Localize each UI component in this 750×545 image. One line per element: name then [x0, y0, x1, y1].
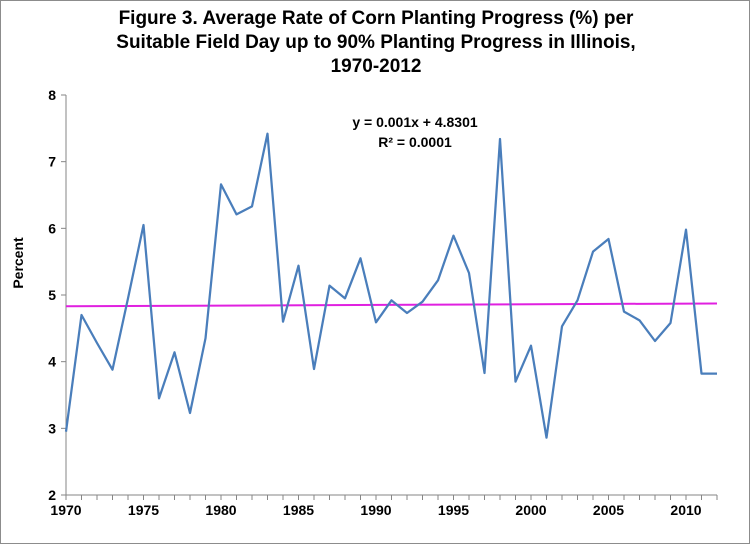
y-tick-label: 2 [48, 487, 56, 503]
chart-title-line-1: Figure 3. Average Rate of Corn Planting … [118, 8, 634, 29]
trendline-r-squared: R² = 0.0001 [378, 134, 452, 150]
x-tick-label: 1990 [360, 502, 391, 518]
y-tick-label: 8 [48, 87, 56, 103]
y-ticks: 2 3 4 5 6 7 8 [48, 87, 66, 503]
x-tick-label: 2010 [670, 502, 701, 518]
x-tick-label: 1970 [50, 502, 81, 518]
x-tick-label: 1985 [283, 502, 314, 518]
x-tick-label: 2005 [593, 502, 624, 518]
plot-area: 2 3 4 5 6 7 8 1970 1975 1980 1985 1990 1995 2000 2005… [48, 87, 718, 518]
x-tick-label: 1995 [438, 502, 469, 518]
x-tick-label: 1980 [205, 502, 236, 518]
chart-title-line-3: 1970-2012 [330, 56, 422, 77]
y-tick-label: 7 [48, 154, 56, 170]
chart-title: Figure 3. Average Rate of Corn Planting … [1, 7, 750, 79]
y-tick-label: 5 [48, 287, 56, 303]
trendline-equation: y = 0.001x + 4.8301 [352, 114, 478, 130]
x-tick-label: 2000 [515, 502, 546, 518]
trendline [65, 302, 718, 308]
x-ticks: 1970 1975 1980 1985 1990 1995 2000 2005 2010 [50, 495, 718, 518]
y-tick-label: 6 [48, 220, 56, 236]
y-axis-title: Percent [10, 237, 26, 289]
y-tick-label: 3 [48, 420, 56, 436]
y-tick-label: 4 [48, 354, 56, 370]
series-line [64, 132, 717, 439]
chart-title-line-2: Suitable Field Day up to 90% Planting Pr… [116, 32, 636, 53]
x-tick-label: 1975 [128, 502, 159, 518]
